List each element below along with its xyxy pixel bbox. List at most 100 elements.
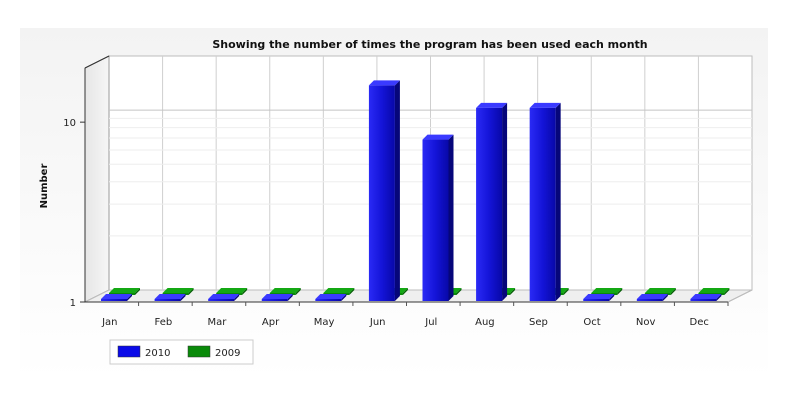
bar-side bbox=[180, 294, 186, 301]
x-tick-label: Nov bbox=[636, 317, 656, 328]
bar-top bbox=[101, 294, 132, 299]
plot-area: 1 10 Jan Feb Mar Apr May Jun Jul Aug Sep Oct Nov Dec bbox=[63, 55, 753, 328]
bar-side bbox=[617, 288, 623, 295]
x-tick-label: Aug bbox=[475, 317, 495, 328]
bar-side bbox=[242, 288, 248, 295]
legend-swatch-2009 bbox=[187, 345, 211, 358]
bar-front bbox=[261, 299, 288, 301]
floor-right-edge bbox=[727, 289, 753, 303]
x-tick-label: May bbox=[314, 317, 335, 328]
bar-2010-apr bbox=[261, 294, 293, 301]
bar-top bbox=[154, 294, 186, 299]
bar-2010-nov bbox=[636, 294, 668, 301]
bar-side bbox=[609, 294, 615, 301]
bar-2009-apr bbox=[269, 288, 301, 295]
y-tick-label: 1 bbox=[70, 298, 76, 309]
bar-side bbox=[456, 288, 462, 295]
y-tick-label: 10 bbox=[63, 118, 76, 129]
y-axis-top-edge bbox=[84, 55, 110, 69]
bar-side bbox=[188, 288, 194, 295]
bar-front bbox=[636, 299, 663, 301]
x-tick-label: Jan bbox=[101, 317, 117, 328]
bar-top bbox=[162, 288, 194, 293]
x-tick-label: Feb bbox=[155, 317, 173, 328]
bar-side bbox=[662, 294, 668, 301]
bar-top bbox=[208, 294, 240, 299]
bar-2009-may bbox=[323, 288, 355, 295]
bar-top bbox=[476, 102, 508, 108]
y-axis-label: Number bbox=[39, 164, 50, 209]
legend-label-2010: 2010 bbox=[145, 348, 170, 359]
bar-2010-sep bbox=[529, 102, 561, 302]
side-wall bbox=[84, 55, 110, 303]
bar-side bbox=[349, 288, 355, 295]
bar-top bbox=[109, 288, 140, 293]
x-tick-label: Apr bbox=[262, 317, 280, 328]
bar-side bbox=[724, 288, 730, 295]
bar-side bbox=[555, 102, 561, 302]
bar-top bbox=[315, 294, 347, 299]
bar-side bbox=[448, 134, 454, 301]
bar-front bbox=[154, 299, 181, 301]
bar-side bbox=[127, 294, 132, 301]
bar-top bbox=[644, 288, 676, 293]
x-tick-label: Sep bbox=[529, 317, 548, 328]
x-tick-label: Mar bbox=[208, 317, 228, 328]
bar-side bbox=[287, 294, 293, 301]
x-tick-label: Oct bbox=[583, 317, 600, 328]
legend-swatch-2010 bbox=[117, 345, 141, 358]
bar-side bbox=[716, 294, 722, 301]
bar-2009-feb bbox=[162, 288, 194, 295]
bar-2009-jan bbox=[109, 288, 140, 295]
bar-2010-mar bbox=[208, 294, 240, 301]
bar-front bbox=[690, 299, 717, 301]
bar-front bbox=[529, 107, 556, 302]
bar-2009-nov bbox=[644, 288, 676, 295]
bar-2010-oct bbox=[583, 294, 615, 301]
bar-2010-jul bbox=[422, 134, 454, 301]
legend-label-2009: 2009 bbox=[215, 348, 240, 359]
bar-top bbox=[269, 288, 301, 293]
bar-2010-feb bbox=[154, 294, 186, 301]
bar-top bbox=[422, 134, 454, 140]
bar-2010-may bbox=[315, 294, 347, 301]
bar-side bbox=[402, 288, 408, 295]
bar-side bbox=[234, 294, 240, 301]
bar-front bbox=[368, 85, 395, 301]
bar-2010-dec bbox=[690, 294, 722, 301]
bar-2009-oct bbox=[591, 288, 623, 295]
bar-side bbox=[341, 294, 347, 301]
bar-2010-aug bbox=[476, 102, 508, 302]
x-tick-label: Jul bbox=[424, 317, 437, 328]
bar-top bbox=[261, 294, 293, 299]
bar-side bbox=[135, 288, 140, 295]
bar-top bbox=[636, 294, 668, 299]
bar-top bbox=[591, 288, 623, 293]
bar-front bbox=[422, 139, 449, 301]
bar-top bbox=[323, 288, 355, 293]
bar-2010-jan bbox=[101, 294, 132, 301]
chart-title: Showing the number of times the program … bbox=[212, 38, 647, 51]
bar-2009-mar bbox=[216, 288, 248, 295]
bar-side bbox=[510, 288, 516, 295]
bar-side bbox=[563, 288, 569, 295]
bar-top bbox=[529, 102, 561, 108]
bar-top bbox=[216, 288, 248, 293]
bar-2009-dec bbox=[698, 288, 730, 295]
bar-top bbox=[698, 288, 730, 293]
bar-2010-jun bbox=[368, 80, 400, 301]
bar-side bbox=[502, 102, 508, 302]
bar-side bbox=[295, 288, 301, 295]
bar-front bbox=[101, 299, 127, 301]
bar-side bbox=[670, 288, 676, 295]
bar-top bbox=[368, 80, 400, 86]
bar-top bbox=[690, 294, 722, 299]
bar-side bbox=[394, 80, 400, 301]
legend: 2010 2009 bbox=[109, 339, 254, 365]
bar-front bbox=[315, 299, 342, 301]
bar-front bbox=[583, 299, 610, 301]
x-tick-label: Jun bbox=[369, 317, 386, 328]
x-tick-label: Dec bbox=[690, 317, 709, 328]
